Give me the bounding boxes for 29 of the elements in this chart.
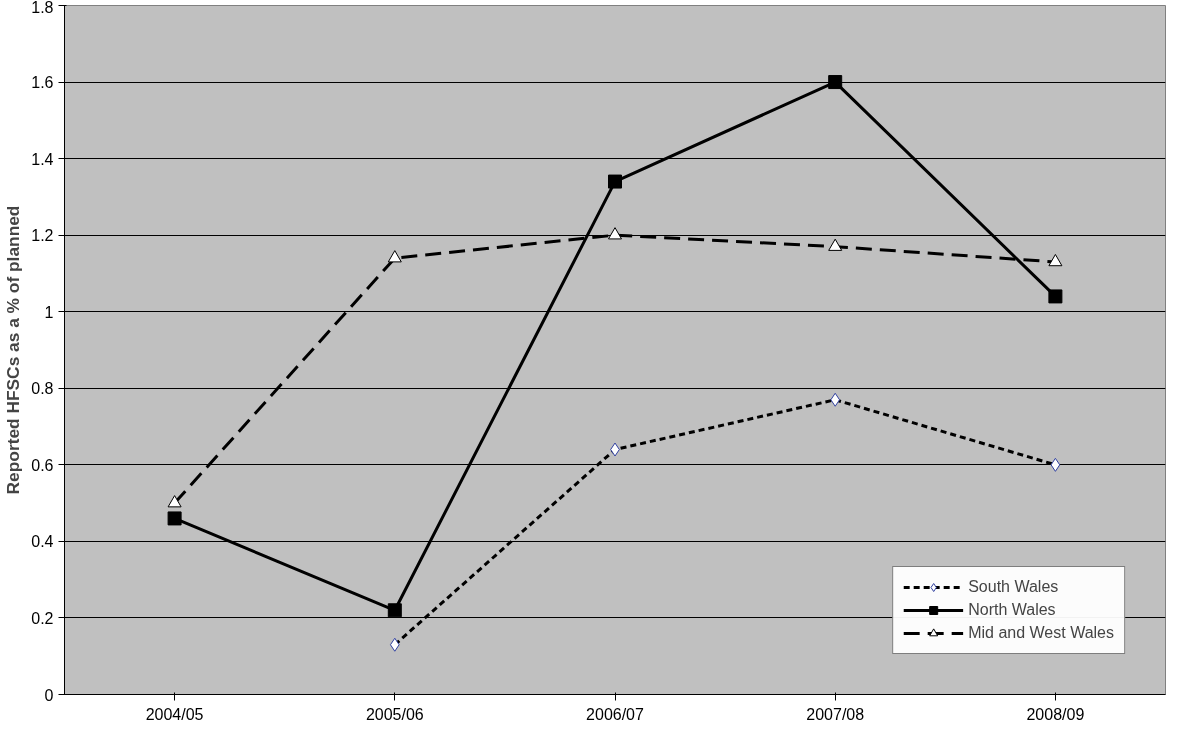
- point: [608, 174, 622, 189]
- y-tick-label: 1.2: [31, 227, 54, 245]
- y-tick-label: 0: [44, 686, 54, 704]
- point: [1048, 289, 1063, 304]
- y-tick-label: 0.8: [31, 380, 54, 398]
- x-tick-label: 2006/07: [586, 705, 645, 723]
- point: [167, 511, 182, 526]
- legend-label: North Wales: [968, 601, 1056, 619]
- y-tick-label: 1: [44, 303, 54, 321]
- legend-label: Mid and West Wales: [968, 624, 1114, 642]
- point: [387, 603, 402, 618]
- y-axis-title: Reported HFSCs as a % of planned: [3, 205, 24, 495]
- point: [828, 75, 843, 90]
- y-tick-label: 1.8: [31, 0, 54, 16]
- y-tick-label: 0.4: [31, 533, 54, 551]
- x-tick-label: 2004/05: [145, 705, 204, 723]
- x-tick-label: 2005/06: [365, 705, 424, 723]
- y-tick-label: 0.6: [31, 456, 54, 474]
- point: [1048, 253, 1063, 267]
- y-tick-label: 1.6: [31, 74, 54, 92]
- point: [167, 495, 182, 508]
- x-tick-label: 2008/09: [1026, 705, 1085, 723]
- legend-label: South Wales: [968, 578, 1059, 596]
- point: [608, 227, 622, 240]
- point: [828, 238, 843, 251]
- y-tick-label: 0.2: [31, 609, 54, 627]
- y-tick-label: 1.4: [31, 150, 54, 168]
- x-tick-label: 2007/08: [806, 705, 865, 723]
- point: [387, 250, 402, 263]
